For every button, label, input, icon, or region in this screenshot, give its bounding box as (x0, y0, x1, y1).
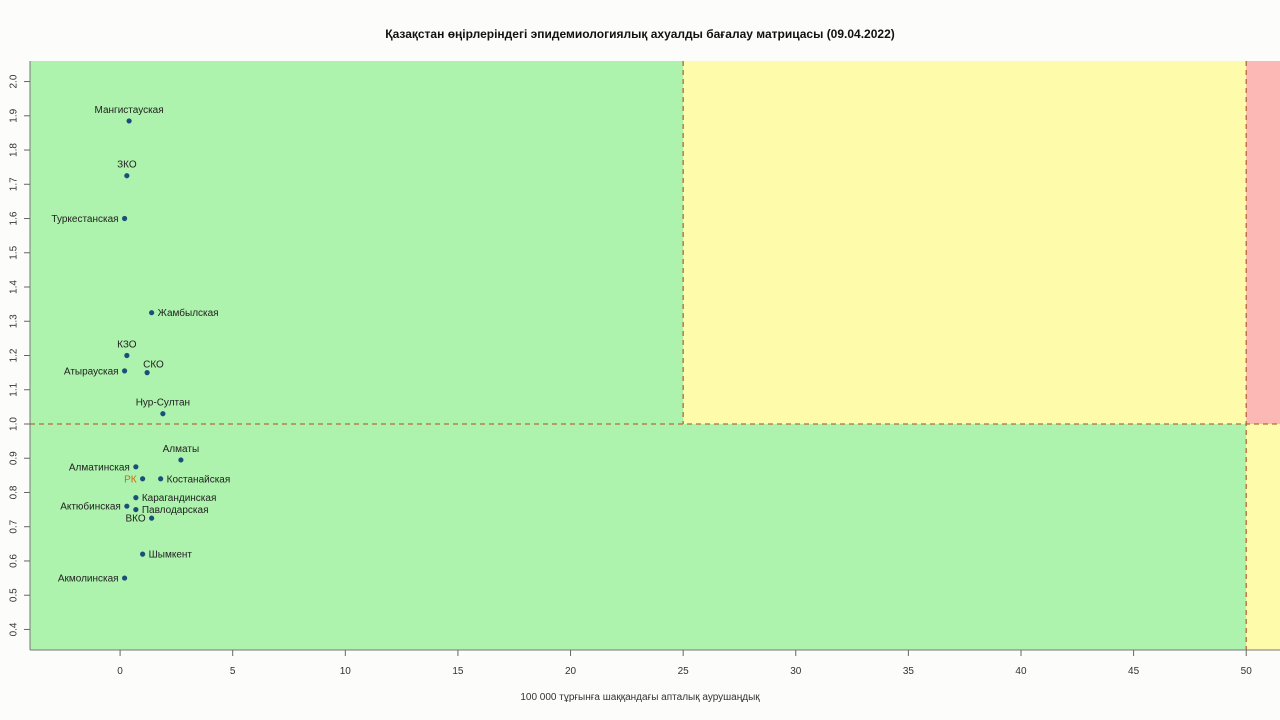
data-points: Мангистауская ЗКО Туркестанская Жамбылская К… (51, 105, 230, 585)
x-tick-label: 10 (340, 666, 352, 677)
data-point-label: Нур-Султан (136, 398, 190, 409)
x-tick-label: 50 (1241, 666, 1253, 677)
zone-red (1246, 61, 1280, 424)
data-point (140, 551, 146, 557)
x-tick-label: 45 (1128, 666, 1140, 677)
y-tick-label: 0.6 (9, 554, 20, 568)
x-tick-label: 15 (452, 666, 464, 677)
data-point (133, 464, 139, 470)
data-point-label: Жамбылская (158, 307, 219, 319)
y-tick-label: 0.8 (9, 485, 20, 499)
y-tick-label: 1.9 (9, 108, 20, 122)
y-tick-label: 0.4 (9, 622, 20, 636)
data-point-label: ВКО (125, 514, 145, 525)
data-point-label: ЗКО (117, 160, 137, 171)
y-tick-label: 0.7 (9, 519, 20, 533)
data-point-label: Костанайская (167, 474, 231, 485)
zone-yellow-lower (1246, 423, 1280, 650)
x-tick-label: 5 (230, 666, 236, 677)
y-tick-label: 1.3 (9, 314, 20, 328)
x-tick-label: 30 (790, 666, 802, 677)
data-point (140, 476, 146, 482)
data-point (121, 215, 128, 222)
data-point-label: Акмолинская (58, 574, 119, 585)
data-point (133, 506, 139, 513)
data-point (121, 575, 128, 581)
scatter-plot: 0 5 10 15 20 25 30 35 40 45 50 0.4 0.5 0.6 0.7 0.8 0.9 1.… (9, 61, 1280, 677)
data-point-label: Атырауская (64, 366, 119, 377)
y-tick-label: 0.5 (9, 588, 20, 602)
data-point-label: Алматинская (69, 462, 130, 473)
data-point (124, 503, 130, 509)
data-point-label: Алматы (163, 444, 200, 455)
data-point-label: Карагандинская (142, 493, 217, 504)
y-tick-label: 1.4 (9, 280, 20, 294)
y-tick-label: 1.7 (9, 177, 20, 191)
y-tick-label: 2.0 (9, 74, 20, 88)
y-tick-label: 1.2 (9, 348, 20, 362)
x-tick-label: 25 (678, 666, 690, 677)
y-tick-label: 1.6 (9, 211, 20, 225)
data-point (158, 476, 164, 482)
data-point (126, 118, 132, 124)
zone-yellow-upper (683, 61, 1247, 424)
threshold-lines (30, 61, 1280, 650)
x-tick-label: 20 (565, 666, 577, 677)
data-point-label: Актюбинская (60, 501, 121, 513)
y-tick-label: 1.0 (9, 417, 20, 431)
data-point (124, 173, 130, 179)
data-point (144, 370, 150, 376)
data-point (160, 411, 166, 417)
data-point-label: Мангистауская (95, 105, 164, 116)
data-point (149, 515, 155, 521)
data-point-label: РК (124, 474, 137, 485)
data-point-label: Шымкент (149, 550, 193, 561)
data-point-label: КЗО (117, 340, 137, 351)
x-tick-label: 0 (117, 666, 123, 677)
x-tick-label: 35 (903, 666, 915, 677)
y-tick-label: 0.9 (9, 451, 20, 465)
data-point-label: СКО (143, 360, 164, 371)
y-tick-label: 1.5 (9, 245, 20, 259)
data-point-label: Туркестанская (51, 214, 118, 225)
y-tick-label: 1.1 (9, 382, 20, 396)
data-point-label: Павлодарская (142, 505, 209, 516)
data-point (133, 495, 139, 501)
risk-zones (30, 61, 1280, 650)
x-tick-label: 40 (1015, 666, 1027, 677)
data-point (121, 368, 128, 374)
data-point (178, 457, 184, 463)
data-point (149, 310, 155, 316)
chart-title: Қазақстан өңірлеріндегі эпидемиологиялық… (385, 27, 895, 41)
x-axis-label: 100 000 тұрғынға шаққандағы апталық ауру… (520, 692, 760, 703)
y-tick-label: 1.8 (9, 143, 20, 157)
data-point (124, 352, 130, 359)
axes: 0 5 10 15 20 25 30 35 40 45 50 0.4 0.5 0.6 0.7 0.8 0.9 1.… (9, 61, 1280, 677)
